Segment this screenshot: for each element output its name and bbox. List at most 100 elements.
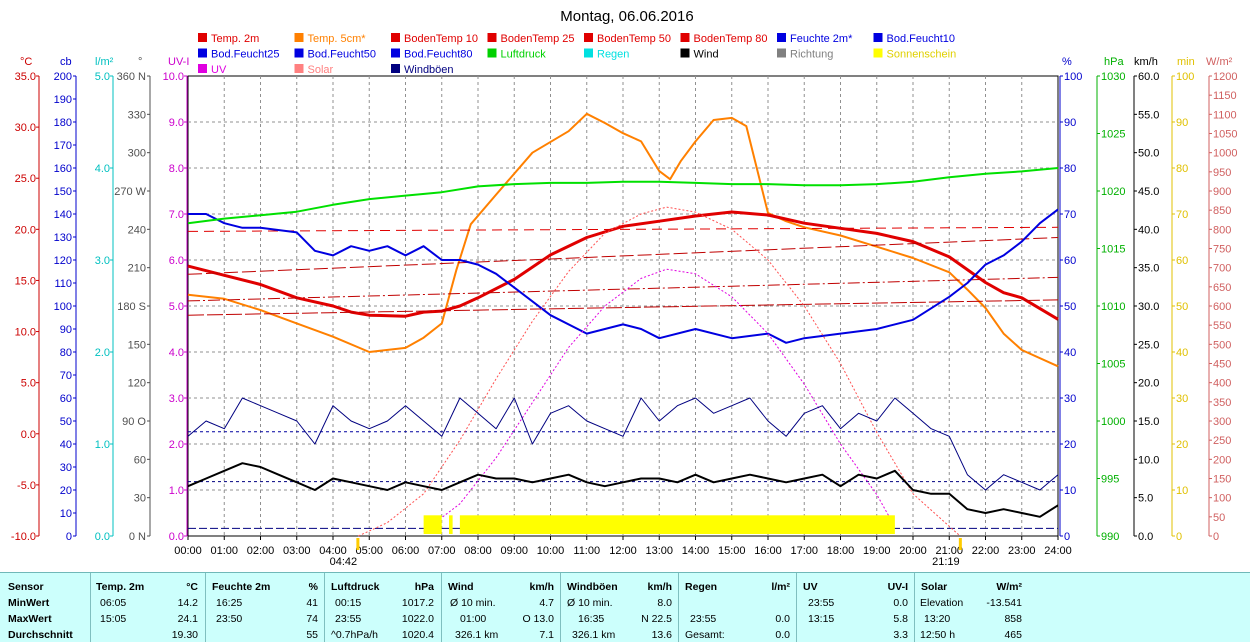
stats-cell: 8.0 (657, 597, 672, 609)
stats-header-gust: Windböen (567, 581, 618, 593)
axis-tick-label: 300 (128, 148, 146, 160)
axis-tick-label: 1.0 (169, 485, 184, 497)
axis-tick-label: 70 (60, 370, 72, 382)
axis-tick-label: 30 (1064, 393, 1076, 405)
stats-header-uv: UV (803, 581, 818, 593)
axis-tick-label: 550 (1213, 320, 1231, 332)
axis-tick-label: 90 (1064, 117, 1076, 129)
x-tick-label: 07:00 (428, 545, 456, 557)
axis-tick-label: 210 (128, 263, 146, 275)
axis-tick-label: 650 (1213, 282, 1231, 294)
series-solar (358, 206, 961, 537)
axis-tick-label: 5.0 (95, 71, 110, 83)
axis-tick-label: 0 (1176, 531, 1182, 543)
axis-tick-label: 50.0 (1138, 148, 1159, 160)
chart-title: Montag, 06.06.2016 (560, 8, 693, 25)
axis-tick-label: 20 (60, 485, 72, 497)
axis-unit-label: km/h (1134, 56, 1158, 68)
axis-tick-label: 80 (1176, 163, 1188, 175)
stats-header-solar-unit: W/m² (996, 581, 1022, 593)
axis-tick-label: 1050 (1213, 129, 1237, 141)
axis-tick-label: 450 (1213, 359, 1231, 371)
stats-header-press: Luftdruck (331, 581, 380, 593)
legend-label: Bod.Feucht50 (308, 49, 377, 61)
sunshine-bar (459, 515, 895, 534)
axis-tick-label: 15.0 (15, 275, 36, 287)
axis-tick-label: 45.0 (1138, 186, 1159, 198)
axis-tick-label: 250 (1213, 435, 1231, 447)
weather-chart: Montag, 06.06.2016 Temp. 2m Temp. 5cm* Bod… (11, 8, 1238, 568)
sunrise-marker (356, 538, 360, 550)
series-temp-5cm- (187, 112, 1059, 368)
x-tick-label: 18:00 (827, 545, 855, 557)
axis-tick-label: 90 (60, 324, 72, 336)
axis-tick-label: 0 N (129, 531, 146, 543)
axis-tick-label: 50 (1213, 512, 1225, 524)
axis-tick-label: 200 (54, 71, 72, 83)
stats-cell: 41 (306, 597, 318, 609)
axis-tick-label: 800 (1213, 224, 1231, 236)
stats-cell: 13.6 (651, 629, 672, 641)
stats-cell: 5.8 (893, 613, 908, 625)
legend-swatch (777, 33, 786, 42)
legend-swatch (294, 64, 304, 73)
stats-header-rain: Regen (685, 581, 718, 593)
axis-tick-label: 10 (60, 508, 72, 520)
axis-tick-label: 60 (1064, 255, 1076, 267)
stats-cell: 23:55 (808, 597, 835, 609)
axis-tick-label: 1150 (1213, 90, 1237, 102)
stats-header-sensor: Sensor (8, 581, 44, 593)
stats-header-hum-unit: % (308, 581, 318, 593)
axis-tick-label: 300 (1213, 416, 1231, 428)
axis-tick-label: 700 (1213, 263, 1231, 275)
stats-cell: O 13.0 (522, 613, 554, 625)
axis-tick-label: 1010 (1101, 301, 1125, 313)
axis-tick-label: 990 (1101, 531, 1119, 543)
axis-tick-label: 90 (1176, 117, 1188, 129)
legend-label: Bod.Feucht10 (887, 33, 956, 45)
axis-tick-label: 15.0 (1138, 416, 1159, 428)
stats-header-uv-unit: UV-I (887, 581, 908, 593)
series-windb-en (187, 397, 1059, 491)
stats-cell: 7.1 (539, 629, 554, 641)
axis-tick-label: 330 (128, 109, 146, 121)
axis-tick-label: 190 (54, 94, 72, 106)
axis-tick-label: 6.0 (169, 255, 184, 267)
stats-cell: 00:15 (335, 597, 362, 609)
stats-row-label: MaxWert (8, 613, 52, 625)
x-tick-label: 23:00 (1008, 545, 1036, 557)
axis-tick-label: 60.0 (1138, 71, 1159, 83)
legend-swatch (873, 48, 883, 58)
axis-tick-label: 0 (1213, 531, 1219, 543)
axis-tick-label: 10.0 (1138, 454, 1159, 466)
stats-cell: 1020.4 (401, 629, 434, 641)
axis-tick-label: 30 (134, 493, 146, 505)
axis-tick-label: 120 (54, 255, 72, 267)
axis-tick-label: 0 (1064, 531, 1070, 543)
axis-unit-label: hPa (1104, 56, 1124, 68)
axis-tick-label: 40 (1064, 347, 1076, 359)
x-tick-label: 13:00 (645, 545, 673, 557)
legend-label: BodenTemp 10 (404, 33, 478, 45)
stats-cell: 0.0 (893, 597, 908, 609)
legend-label: Windböen (404, 64, 454, 76)
stats-cell: 23:50 (216, 613, 243, 625)
axis-tick-label: 1015 (1101, 244, 1125, 256)
axis-tick-label: 0.0 (1138, 531, 1153, 543)
legend-swatch (198, 33, 207, 42)
x-tick-label: 06:00 (392, 545, 420, 557)
axis-tick-label: 70 (1064, 209, 1076, 221)
axis-tick-label: 20.0 (1138, 378, 1159, 390)
axis-tick-label: 0 (66, 531, 72, 543)
x-tick-label: 20:00 (899, 545, 927, 557)
axis-tick-label: 150 (54, 186, 72, 198)
legend-label: Richtung (790, 49, 833, 61)
stats-cell: 13:15 (808, 613, 835, 625)
axis-tick-label: 0.0 (169, 531, 184, 543)
stats-header-rain-unit: l/m² (771, 581, 790, 593)
series-uv (423, 268, 896, 532)
axis-unit-label: ° (138, 56, 142, 68)
legend-swatch (294, 48, 304, 58)
axis-unit-label: cb (60, 56, 72, 68)
x-tick-label: 08:00 (464, 545, 492, 557)
